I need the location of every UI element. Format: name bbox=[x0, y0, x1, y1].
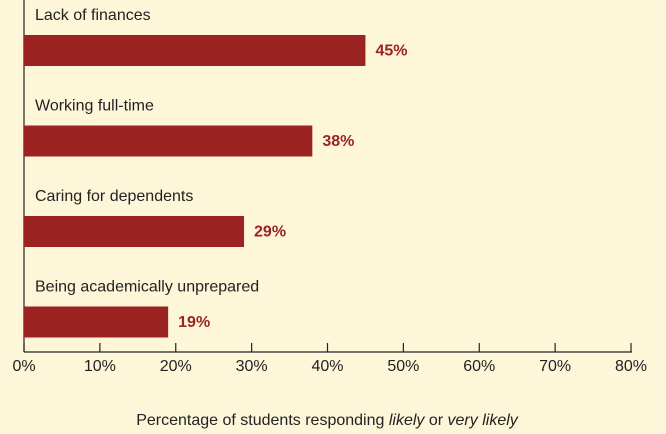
value-label: 29% bbox=[254, 224, 286, 241]
x-axis-label-part: very likely bbox=[448, 412, 519, 429]
value-label: 45% bbox=[375, 43, 407, 60]
category-label: Lack of finances bbox=[35, 7, 151, 24]
x-axis-label-part: Percentage of students responding bbox=[136, 412, 389, 429]
category-label: Working full-time bbox=[35, 98, 154, 115]
x-tick-label: 60% bbox=[463, 358, 495, 375]
bar bbox=[24, 216, 245, 247]
x-tick-label: 0% bbox=[12, 358, 35, 375]
x-tick-label: 20% bbox=[160, 358, 192, 375]
x-tick-label: 10% bbox=[84, 358, 116, 375]
x-tick-label: 50% bbox=[387, 358, 419, 375]
bar bbox=[24, 306, 169, 338]
bar bbox=[24, 125, 313, 157]
bar bbox=[24, 35, 366, 66]
x-axis-label: Percentage of students responding likely… bbox=[136, 412, 519, 429]
category-label: Being academically unprepared bbox=[35, 279, 259, 296]
category-label: Caring for dependents bbox=[35, 188, 193, 205]
x-tick-label: 30% bbox=[236, 358, 268, 375]
x-axis-label-part: likely bbox=[389, 412, 426, 429]
x-tick-label: 70% bbox=[539, 358, 571, 375]
value-label: 38% bbox=[322, 133, 354, 150]
value-label: 19% bbox=[178, 314, 210, 331]
x-axis-label-part: or bbox=[424, 412, 447, 429]
x-tick-label: 80% bbox=[615, 358, 647, 375]
x-tick-label: 40% bbox=[311, 358, 343, 375]
